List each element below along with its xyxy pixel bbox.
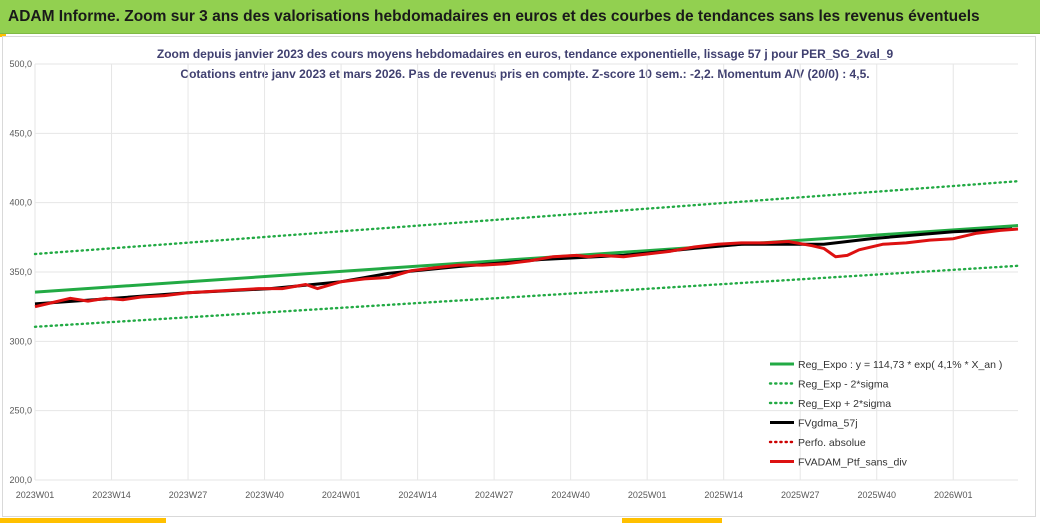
chart-title: Zoom depuis janvier 2023 des cours moyen… <box>157 47 894 61</box>
legend: Reg_Expo : y = 114,73 * exp( 4,1% * X_an… <box>768 359 1002 469</box>
x-tick-label: 2024W40 <box>551 490 590 500</box>
x-tick-label: 2024W14 <box>398 490 437 500</box>
y-tick-label: 350,0 <box>9 267 32 277</box>
chart-frame <box>2 36 1036 517</box>
x-axis-ticks: 2023W01 2023W14 2023W27 2023W40 2024W01 2024W… <box>16 490 973 500</box>
x-tick-label: 2025W27 <box>781 490 820 500</box>
y-tick-label: 250,0 <box>9 406 32 416</box>
x-tick-label: 2024W27 <box>475 490 514 500</box>
legend-label: Perfo. absolue <box>798 437 866 449</box>
x-tick-label: 2025W40 <box>857 490 896 500</box>
series-lines <box>33 179 1020 328</box>
x-tick-label: 2023W01 <box>16 490 55 500</box>
legend-label: Reg_Expo : y = 114,73 * exp( 4,1% * X_an… <box>798 359 1002 371</box>
accent-bar-bottom-left <box>0 518 166 523</box>
x-tick-label: 2023W27 <box>169 490 208 500</box>
legend-label: Reg_Exp + 2*sigma <box>798 398 891 410</box>
y-tick-label: 300,0 <box>9 336 32 346</box>
header-title: ADAM Informe. Zoom sur 3 ans des valoris… <box>8 8 980 25</box>
series-line-1 <box>33 264 1020 328</box>
legend-label: Reg_Exp - 2*sigma <box>798 379 889 391</box>
x-tick-label: 2025W14 <box>704 490 743 500</box>
x-tick-label: 2023W40 <box>245 490 284 500</box>
chart-subtitle: Cotations entre janv 2023 et mars 2026. … <box>180 67 869 81</box>
legend-label: FVADAM_Ptf_sans_div <box>798 457 908 469</box>
header-bar: ADAM Informe. Zoom sur 3 ans des valoris… <box>0 0 1040 34</box>
accent-bar-top-left <box>0 34 6 37</box>
x-tick-label: 2025W01 <box>628 490 667 500</box>
y-axis-ticks: 200,0 250,0 300,0 350,0 400,0 450,0 500,0 <box>9 59 32 485</box>
series-line-5 <box>34 227 1019 309</box>
x-tick-label: 2026W01 <box>934 490 973 500</box>
y-tick-label: 450,0 <box>9 128 32 138</box>
grid-lines <box>34 63 1018 481</box>
y-tick-label: 500,0 <box>9 59 32 69</box>
series-line-2 <box>33 179 1020 256</box>
legend-label: FVgdma_57j <box>798 418 858 430</box>
x-tick-label: 2023W14 <box>92 490 131 500</box>
x-tick-label: 2024W01 <box>322 490 361 500</box>
accent-bar-bottom-right <box>622 518 722 523</box>
y-tick-label: 400,0 <box>9 198 32 208</box>
series-line-0 <box>34 224 1019 294</box>
y-tick-label: 200,0 <box>9 475 32 485</box>
